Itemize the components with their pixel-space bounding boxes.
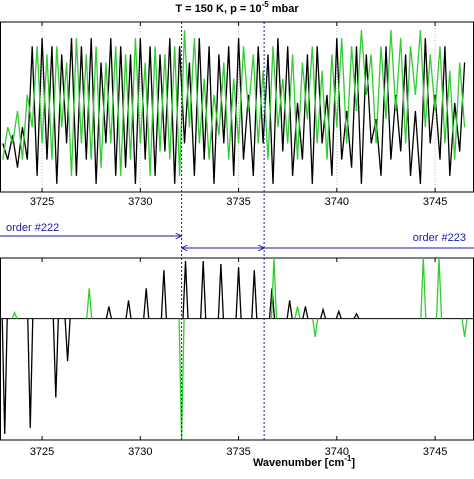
spectrum-line (2, 30, 466, 176)
peak (143, 288, 150, 319)
peak (251, 270, 258, 319)
peak (294, 306, 301, 319)
chart-title: T = 150 K, p = 10-5 mbar (175, 0, 299, 15)
peak (52, 318, 59, 398)
peak (200, 261, 207, 319)
x-axis-label: Wavenumber [cm-1] (253, 454, 355, 469)
x-tick-label: 3735 (226, 196, 250, 208)
peak (182, 261, 189, 319)
peak (268, 288, 276, 319)
title-sup: -5 (262, 0, 270, 9)
peak (1, 318, 8, 434)
peak (178, 318, 185, 440)
title-tail: mbar (272, 3, 300, 15)
peak (420, 258, 427, 319)
x-tick-label: 3740 (325, 196, 349, 208)
peak (353, 312, 360, 319)
title-text: T = 150 K, p = 10 (175, 3, 261, 15)
x-tick-label: 3745 (423, 196, 447, 208)
peak (105, 306, 113, 319)
peak (235, 267, 242, 319)
peak (86, 288, 93, 319)
x-tick-label: 3735 (226, 446, 250, 458)
xlabel-sup: -1 (344, 454, 352, 463)
peak (312, 318, 319, 337)
peak (11, 310, 18, 319)
peak (461, 318, 468, 337)
annotation: order #222 (6, 222, 59, 234)
x-tick-label: 3730 (128, 446, 152, 458)
plot-frame (0, 257, 474, 441)
x-tick-label: 3740 (325, 446, 349, 458)
peak (435, 258, 443, 319)
x-tick-label: 3745 (423, 446, 447, 458)
peak (64, 318, 71, 362)
annotation: order #223 (413, 232, 466, 244)
peak (160, 270, 168, 319)
peak (335, 309, 342, 319)
x-tick-label: 3725 (30, 196, 54, 208)
peak (27, 318, 34, 428)
peak (286, 300, 293, 319)
xlabel-text: Wavenumber [cm (253, 457, 345, 469)
x-tick-label: 3730 (128, 196, 152, 208)
peak (270, 258, 278, 319)
x-tick-label: 3725 (30, 446, 54, 458)
peak (217, 264, 225, 319)
xlabel-tail: ] (351, 457, 355, 469)
peak (125, 300, 132, 319)
peak (319, 307, 327, 319)
peak (302, 306, 309, 319)
